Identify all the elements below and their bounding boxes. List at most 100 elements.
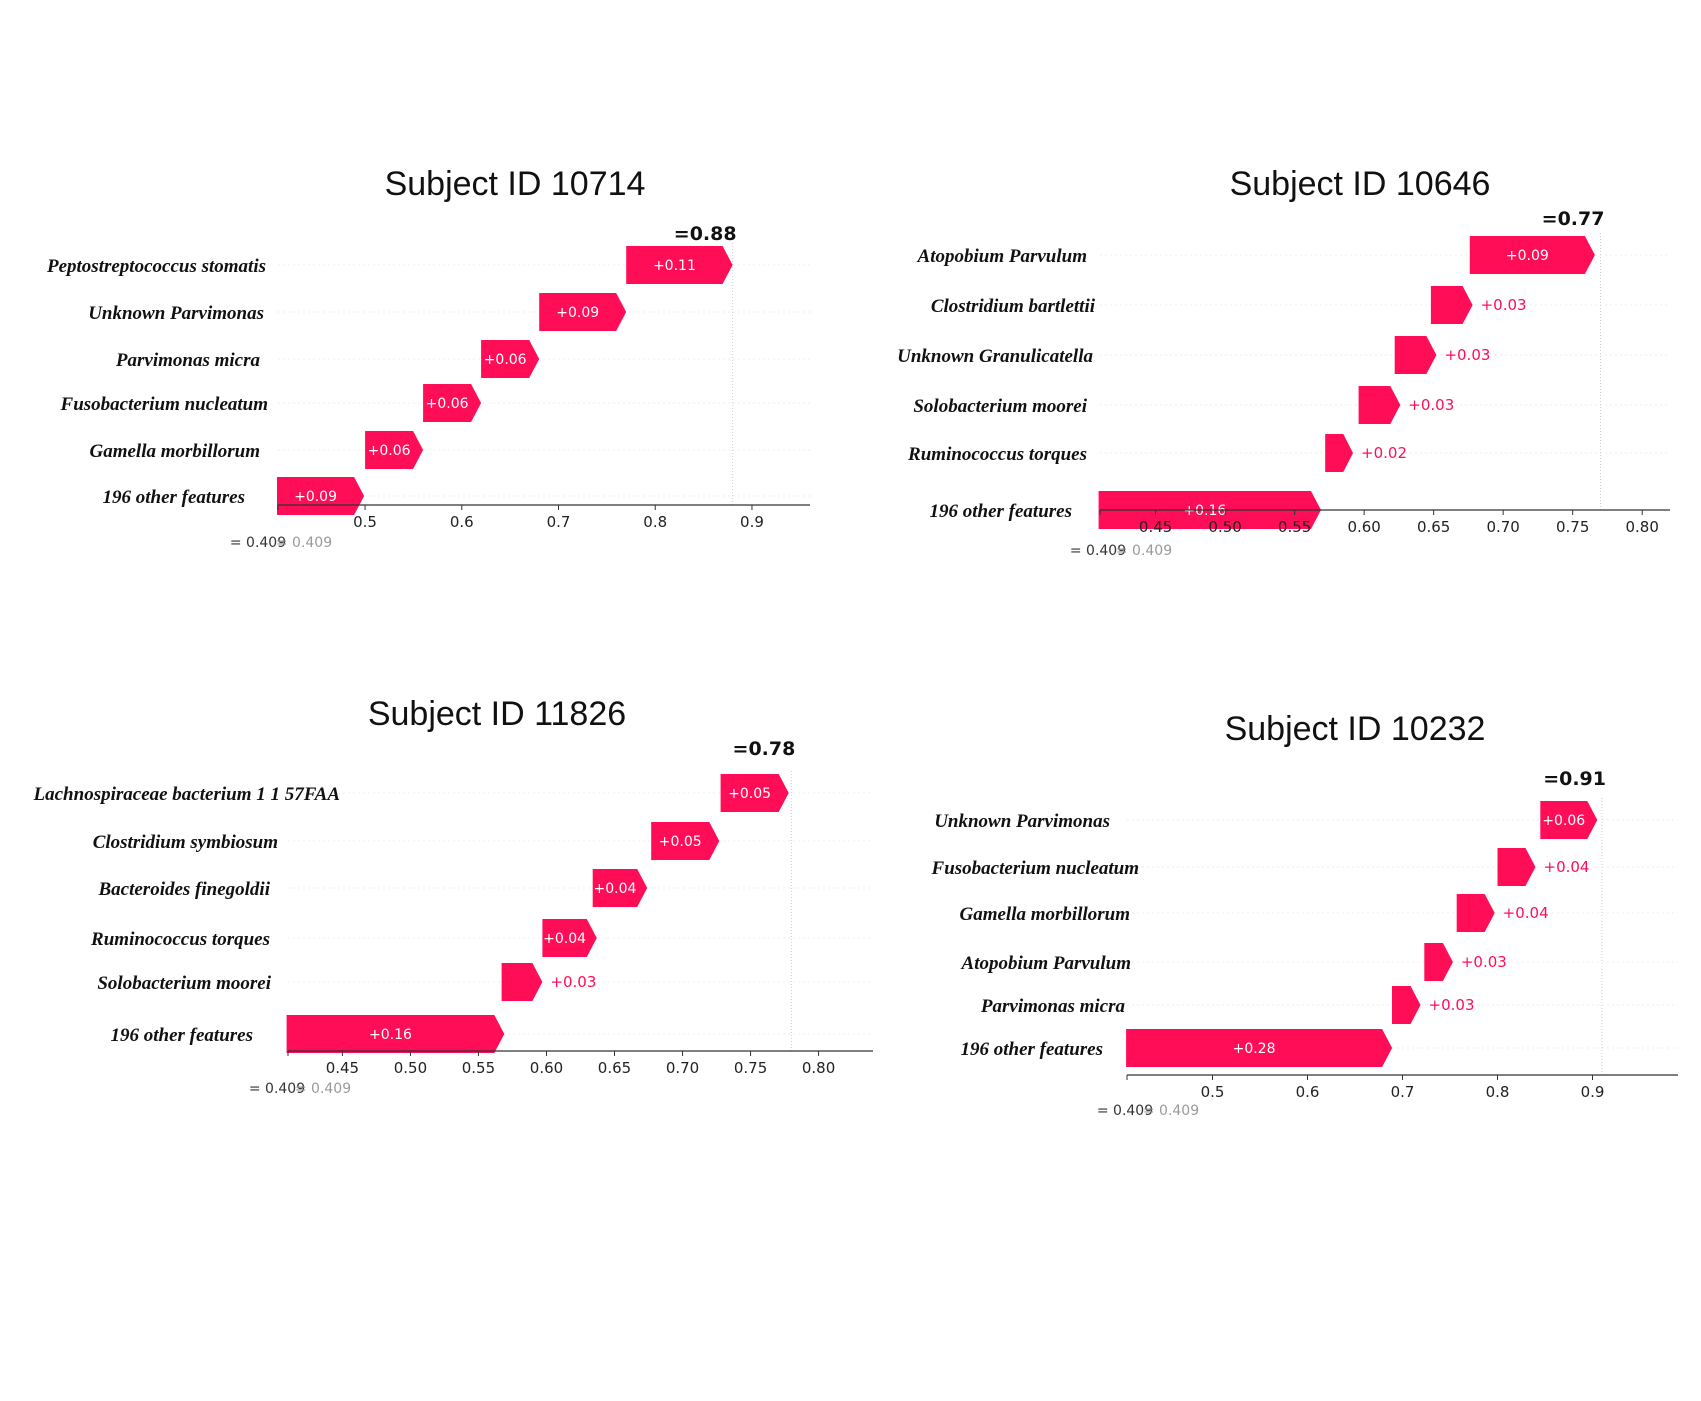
bar-value-label: +0.05 (728, 786, 771, 802)
bar-value-label: +0.04 (594, 881, 637, 897)
x-tick-label: 0.50 (394, 1059, 427, 1077)
x-tick-label: 0.7 (1391, 1083, 1415, 1101)
base-value-label: = 0.409 (249, 1081, 305, 1097)
x-tick-label: 0.8 (1486, 1083, 1510, 1101)
feature-label: Gamella morbillorum (90, 441, 261, 462)
x-tick-label: 0.70 (1486, 518, 1519, 536)
x-tick-label: 0.9 (740, 513, 764, 531)
x-tick-label: 0.9 (1581, 1083, 1605, 1101)
feature-label: Parvimonas micra (980, 996, 1126, 1017)
feature-label: Atopobium Parvulum (917, 246, 1087, 267)
bar-value-label: +0.11 (653, 258, 696, 274)
bar-value-label: +0.16 (1183, 503, 1226, 519)
feature-label: Solobacterium moorei (97, 973, 271, 994)
bar-value-label: +0.03 (1429, 996, 1475, 1014)
waterfall-bar (1394, 336, 1437, 374)
x-tick-label: 0.80 (802, 1059, 835, 1077)
x-tick-label: 0.65 (598, 1059, 631, 1077)
base-value-label-faded: = 0.409 (295, 1081, 351, 1097)
feature-label: Clostridium bartlettii (931, 296, 1096, 317)
waterfall-bar (501, 963, 543, 1001)
bar-value-label: +0.05 (659, 834, 702, 850)
waterfall-bar (1392, 986, 1421, 1024)
bar-value-label: +0.28 (1233, 1041, 1276, 1057)
final-value-label: =0.88 (674, 223, 737, 245)
feature-label: Ruminococcus torques (907, 444, 1087, 465)
waterfall-bar (1424, 943, 1453, 981)
x-tick-label: 0.5 (353, 513, 377, 531)
waterfall-bar (1430, 286, 1473, 324)
feature-label: Lachnospiraceae bacterium 1 1 57FAA (33, 784, 340, 805)
waterfall-bar (1126, 1029, 1393, 1067)
x-tick-label: 0.6 (450, 513, 474, 531)
x-tick-label: 0.70 (666, 1059, 699, 1077)
bar-value-label: +0.03 (550, 973, 596, 991)
bar-value-label: +0.03 (1444, 346, 1490, 364)
waterfall-chart: Subject ID 11826 =0.78 +0.05 Lachnospiracea… (33, 695, 873, 1097)
waterfall-bar (720, 774, 789, 812)
waterfall-chart: Subject ID 10232 =0.91 +0.06 Unknown Parvim… (931, 710, 1678, 1119)
x-tick-label: 0.60 (1347, 518, 1380, 536)
feature-label: 196 other features (930, 501, 1073, 522)
chart-panel-subject-10646: Subject ID 10646 =0.77 +0.09 Atopobium Parv… (850, 135, 1680, 575)
feature-label: Parvimonas micra (115, 350, 261, 371)
chart-panel-subject-10714: Subject ID 10714 =0.88 +0.11 Peptostreptoco… (0, 135, 830, 555)
base-value-label-faded: = 0.409 (1116, 543, 1172, 559)
feature-label: Fusobacterium nucleatum (931, 858, 1139, 879)
x-tick-label: 0.5 (1201, 1083, 1225, 1101)
chart-title: Subject ID 10714 (385, 165, 646, 203)
x-tick-label: 0.75 (734, 1059, 767, 1077)
waterfall-bar (365, 431, 424, 469)
waterfall-chart: Subject ID 10714 =0.88 +0.11 Peptostreptoco… (46, 165, 810, 551)
waterfall-bar (1540, 801, 1598, 839)
feature-label: Unknown Granulicatella (897, 346, 1093, 367)
bar-value-label: +0.04 (543, 931, 586, 947)
bar-value-label: +0.09 (1506, 248, 1549, 264)
chart-panel-subject-11826: Subject ID 11826 =0.78 +0.05 Lachnospiracea… (0, 695, 873, 1115)
x-tick-label: 0.65 (1417, 518, 1450, 536)
feature-label: Clostridium symbiosum (93, 832, 278, 853)
bar-value-label: +0.09 (556, 305, 599, 321)
chart-title: Subject ID 10232 (1225, 710, 1486, 748)
x-tick-label: 0.55 (1278, 518, 1311, 536)
x-tick-label: 0.60 (530, 1059, 563, 1077)
x-tick-label: 0.45 (326, 1059, 359, 1077)
base-value-label: = 0.409 (1070, 543, 1126, 559)
final-value-label: =0.78 (733, 738, 796, 760)
x-tick-label: 0.8 (643, 513, 667, 531)
feature-label: 196 other features (961, 1039, 1104, 1060)
feature-label: Unknown Parvimonas (88, 303, 264, 324)
waterfall-bar (651, 822, 720, 860)
x-tick-label: 0.45 (1139, 518, 1172, 536)
feature-label: Bacteroides finegoldii (97, 879, 270, 900)
waterfall-bar (626, 246, 733, 284)
waterfall-bar (481, 340, 540, 378)
waterfall-bar (1469, 236, 1595, 274)
feature-label: Gamella morbillorum (960, 904, 1131, 925)
feature-label: Peptostreptococcus stomatis (46, 256, 266, 277)
chart-panel-subject-10232: Subject ID 10232 =0.91 +0.06 Unknown Parvim… (855, 695, 1685, 1119)
waterfall-bar (286, 1015, 505, 1053)
bar-value-label: +0.03 (1408, 396, 1454, 414)
waterfall-bar (423, 384, 482, 422)
bar-value-label: +0.03 (1481, 296, 1527, 314)
waterfall-bar (542, 919, 597, 957)
feature-label: 196 other features (111, 1025, 254, 1046)
waterfall-chart: Subject ID 10646 =0.77 +0.09 Atopobium Parv… (897, 165, 1670, 559)
bar-value-label: +0.06 (426, 396, 469, 412)
final-value-label: =0.77 (1542, 208, 1605, 230)
waterfall-bar (592, 869, 648, 907)
base-value-label-faded: = 0.409 (276, 535, 332, 551)
x-tick-label: 0.7 (547, 513, 571, 531)
bar-value-label: +0.03 (1461, 953, 1507, 971)
feature-label: 196 other features (103, 487, 246, 508)
base-value-label-faded: = 0.409 (1143, 1103, 1199, 1119)
bar-value-label: +0.09 (294, 489, 337, 505)
waterfall-bar (1497, 848, 1536, 886)
x-tick-label: 0.55 (462, 1059, 495, 1077)
bar-value-label: +0.04 (1503, 904, 1549, 922)
x-tick-label: 0.80 (1625, 518, 1658, 536)
feature-label: Atopobium Parvulum (961, 953, 1131, 974)
bar-value-label: +0.16 (369, 1027, 412, 1043)
chart-title: Subject ID 10646 (1230, 165, 1491, 203)
